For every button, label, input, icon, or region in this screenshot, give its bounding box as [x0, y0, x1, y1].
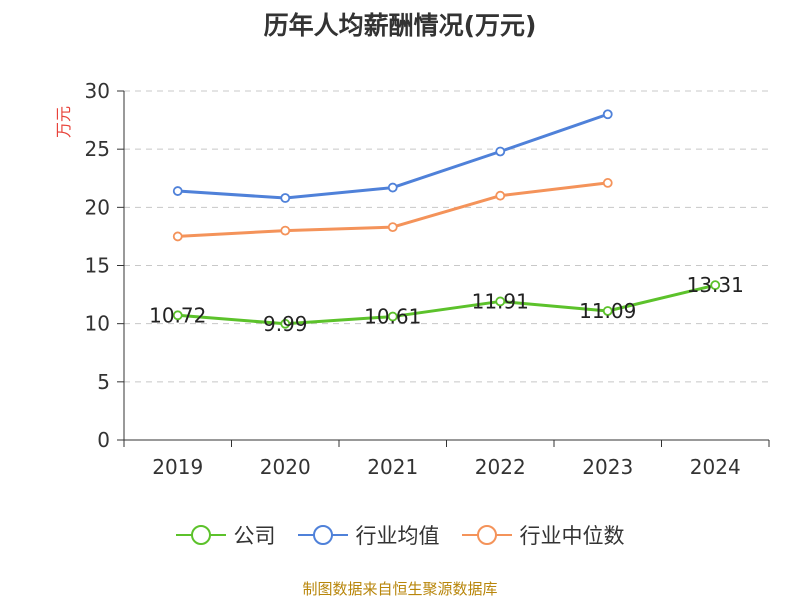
legend-item[interactable]: 行业中位数 — [461, 520, 625, 550]
y-tick-label: 10 — [85, 312, 110, 336]
chart-title: 历年人均薪酬情况(万元) — [263, 11, 537, 40]
x-tick-label: 2020 — [260, 455, 311, 479]
data-label: 11.91 — [472, 289, 529, 313]
x-tick-label: 2024 — [690, 455, 741, 479]
data-point — [495, 146, 506, 157]
data-point — [710, 280, 721, 291]
legend-item[interactable]: 行业均值 — [297, 520, 440, 550]
legend-line-icon — [297, 525, 348, 545]
legend-label: 行业中位数 — [519, 524, 625, 548]
x-tick-label: 2019 — [152, 455, 203, 479]
data-point — [495, 296, 506, 307]
legend-item[interactable]: 公司 — [175, 520, 276, 550]
data-point — [602, 306, 613, 316]
y-tick-label: 5 — [97, 370, 110, 394]
x-tick-label: 2023 — [582, 455, 633, 479]
x-tick-label: 2022 — [475, 455, 526, 479]
data-point — [280, 225, 291, 236]
data-point — [387, 311, 398, 322]
data-label: 9.99 — [263, 312, 308, 336]
legend-label: 公司 — [233, 524, 276, 548]
legend-line-icon — [175, 525, 226, 545]
data-point — [387, 182, 398, 193]
series-line-0 — [177, 283, 716, 326]
data-point — [172, 231, 183, 242]
data-point — [387, 222, 398, 233]
data-point — [495, 190, 506, 201]
legend: 公司 行业均值 行业中位数 — [0, 520, 800, 550]
data-point — [602, 178, 613, 188]
data-point — [280, 193, 291, 203]
data-point — [172, 310, 183, 321]
x-tick-label: 2021 — [367, 455, 418, 479]
y-tick-label: 0 — [97, 428, 110, 452]
data-point — [280, 318, 291, 329]
legend-line-icon — [461, 525, 512, 545]
y-tick-label: 25 — [85, 137, 110, 161]
data-point — [602, 109, 613, 120]
y-tick-label: 30 — [85, 79, 110, 103]
data-label: 10.61 — [364, 305, 421, 329]
y-tick-label: 15 — [85, 254, 110, 278]
y-axis-label: 万元 — [54, 106, 73, 138]
data-label: 11.09 — [579, 299, 636, 323]
y-tick-label: 20 — [85, 195, 110, 219]
source-footer: 制图数据来自恒生聚源数据库 — [302, 580, 498, 598]
legend-label: 行业均值 — [355, 524, 440, 548]
data-label: 10.72 — [149, 303, 206, 327]
data-point — [172, 186, 183, 196]
data-label: 13.31 — [687, 273, 744, 297]
